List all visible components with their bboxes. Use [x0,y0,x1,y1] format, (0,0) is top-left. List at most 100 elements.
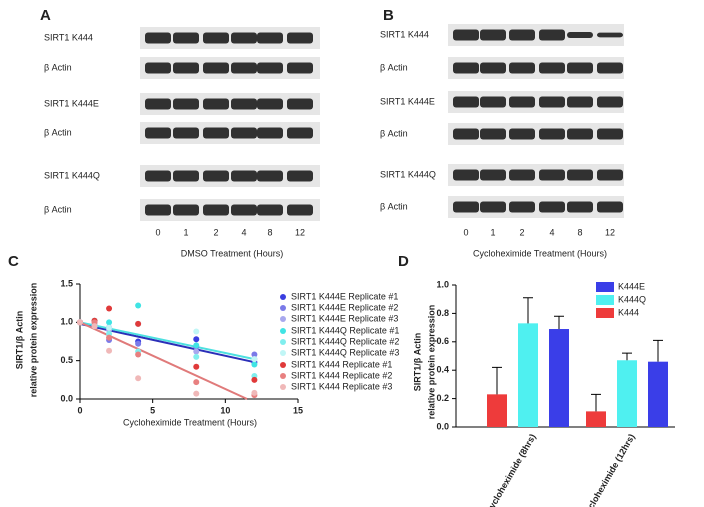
x-tick-label: 15 [293,405,303,415]
y-tick-label: 0.6 [436,336,449,346]
blot-band [257,62,283,74]
legend-label: SIRT1 K444 Replicate #1 [291,359,392,369]
blot-band [597,128,623,140]
blot-band [509,62,535,74]
blot-band [287,204,313,216]
blot-band [203,170,229,182]
legend-swatch [596,282,614,292]
scatter-point [251,389,258,396]
x-tick-label: 5 [150,405,155,415]
scatter-point [135,320,142,327]
blot-band [597,96,623,108]
legend-label: SIRT1 K444Q Replicate #2 [291,336,399,346]
blot-band [509,128,535,140]
y-tick-label: 0.4 [436,365,449,375]
blot-band [145,127,171,139]
blot-band [145,170,171,182]
legend-marker [280,305,286,311]
blot-label: β Actin [44,204,72,214]
blot-band [257,204,283,216]
scatter-point [193,348,200,355]
blot-band [509,169,535,181]
blot-band [231,127,257,139]
y-axis-title: SIRT1/β Actin [14,311,24,370]
blot-band [453,169,479,181]
error-bar [622,352,632,361]
blot-band [509,96,535,108]
blot-band [173,62,199,74]
blot-band [567,201,593,213]
blot-band [257,170,283,182]
blot-band [539,169,565,181]
scatter-point [193,328,200,335]
legend-label: K444Q [618,294,646,304]
error-bar [653,339,663,362]
blot-band [480,169,506,181]
scatter-point [193,379,200,386]
x-tick-label: Cycloheximide (12hrs) [580,432,637,507]
lane-label: 1 [183,227,188,237]
blot-band [203,32,229,44]
blot-band [257,127,283,139]
legend-swatch [596,295,614,305]
lane-label: 0 [155,227,160,237]
legend-marker [280,362,286,368]
bar [617,360,637,427]
error-bar [523,297,533,324]
scatter-point [106,305,113,312]
legend-label: SIRT1 K444 Replicate #2 [291,370,392,380]
legend-marker [280,328,286,334]
scatter-point [251,351,258,358]
blot-band [567,96,593,108]
blot-band [203,204,229,216]
legend-label: K444 [618,307,639,317]
legend-marker [280,294,286,300]
panel-letter: C [8,253,19,270]
error-bar [591,393,601,412]
legend-marker [280,339,286,345]
scatter-point [106,347,113,354]
blot-band [597,201,623,213]
scatter-point [193,353,200,360]
blot-band [145,32,171,44]
blot-label: SIRT1 K444Q [44,170,100,180]
y-axis-title: relative protein expression [426,305,436,420]
blot-band [173,98,199,110]
y-tick-label: 0.0 [60,393,73,403]
blot-band [480,29,506,41]
blot-band [539,62,565,74]
scatter-point [106,324,113,331]
scatter-point [135,375,142,382]
error-bar [492,366,502,395]
blot-axis-title: Cycloheximide Treatment (Hours) [473,248,607,258]
blot-band [539,128,565,140]
x-axis-title: Cycloheximide Treatment (Hours) [123,417,257,427]
blot-band [231,32,257,44]
blot-band [257,32,283,44]
x-tick-label: 0 [77,405,82,415]
blot-band [231,204,257,216]
panel-letter: B [383,7,394,24]
blot-band [203,98,229,110]
blot-band [597,62,623,74]
blot-band [231,62,257,74]
bar [487,394,507,427]
lane-label: 4 [241,227,246,237]
blot-label: SIRT1 K444 [44,32,93,42]
legend-label: SIRT1 K444Q Replicate #3 [291,347,399,357]
blot-band [453,96,479,108]
lane-label: 2 [519,227,524,237]
legend-marker [280,316,286,322]
blot-band [509,201,535,213]
scatter-point [251,356,258,363]
error-bar [554,315,564,330]
legend-marker [280,373,286,379]
blot-band [453,201,479,213]
lane-label: 0 [463,227,468,237]
bar [518,323,538,427]
blot-band [173,32,199,44]
blot-band [509,29,535,41]
y-tick-label: 0.5 [60,355,73,365]
blot-band [287,62,313,74]
